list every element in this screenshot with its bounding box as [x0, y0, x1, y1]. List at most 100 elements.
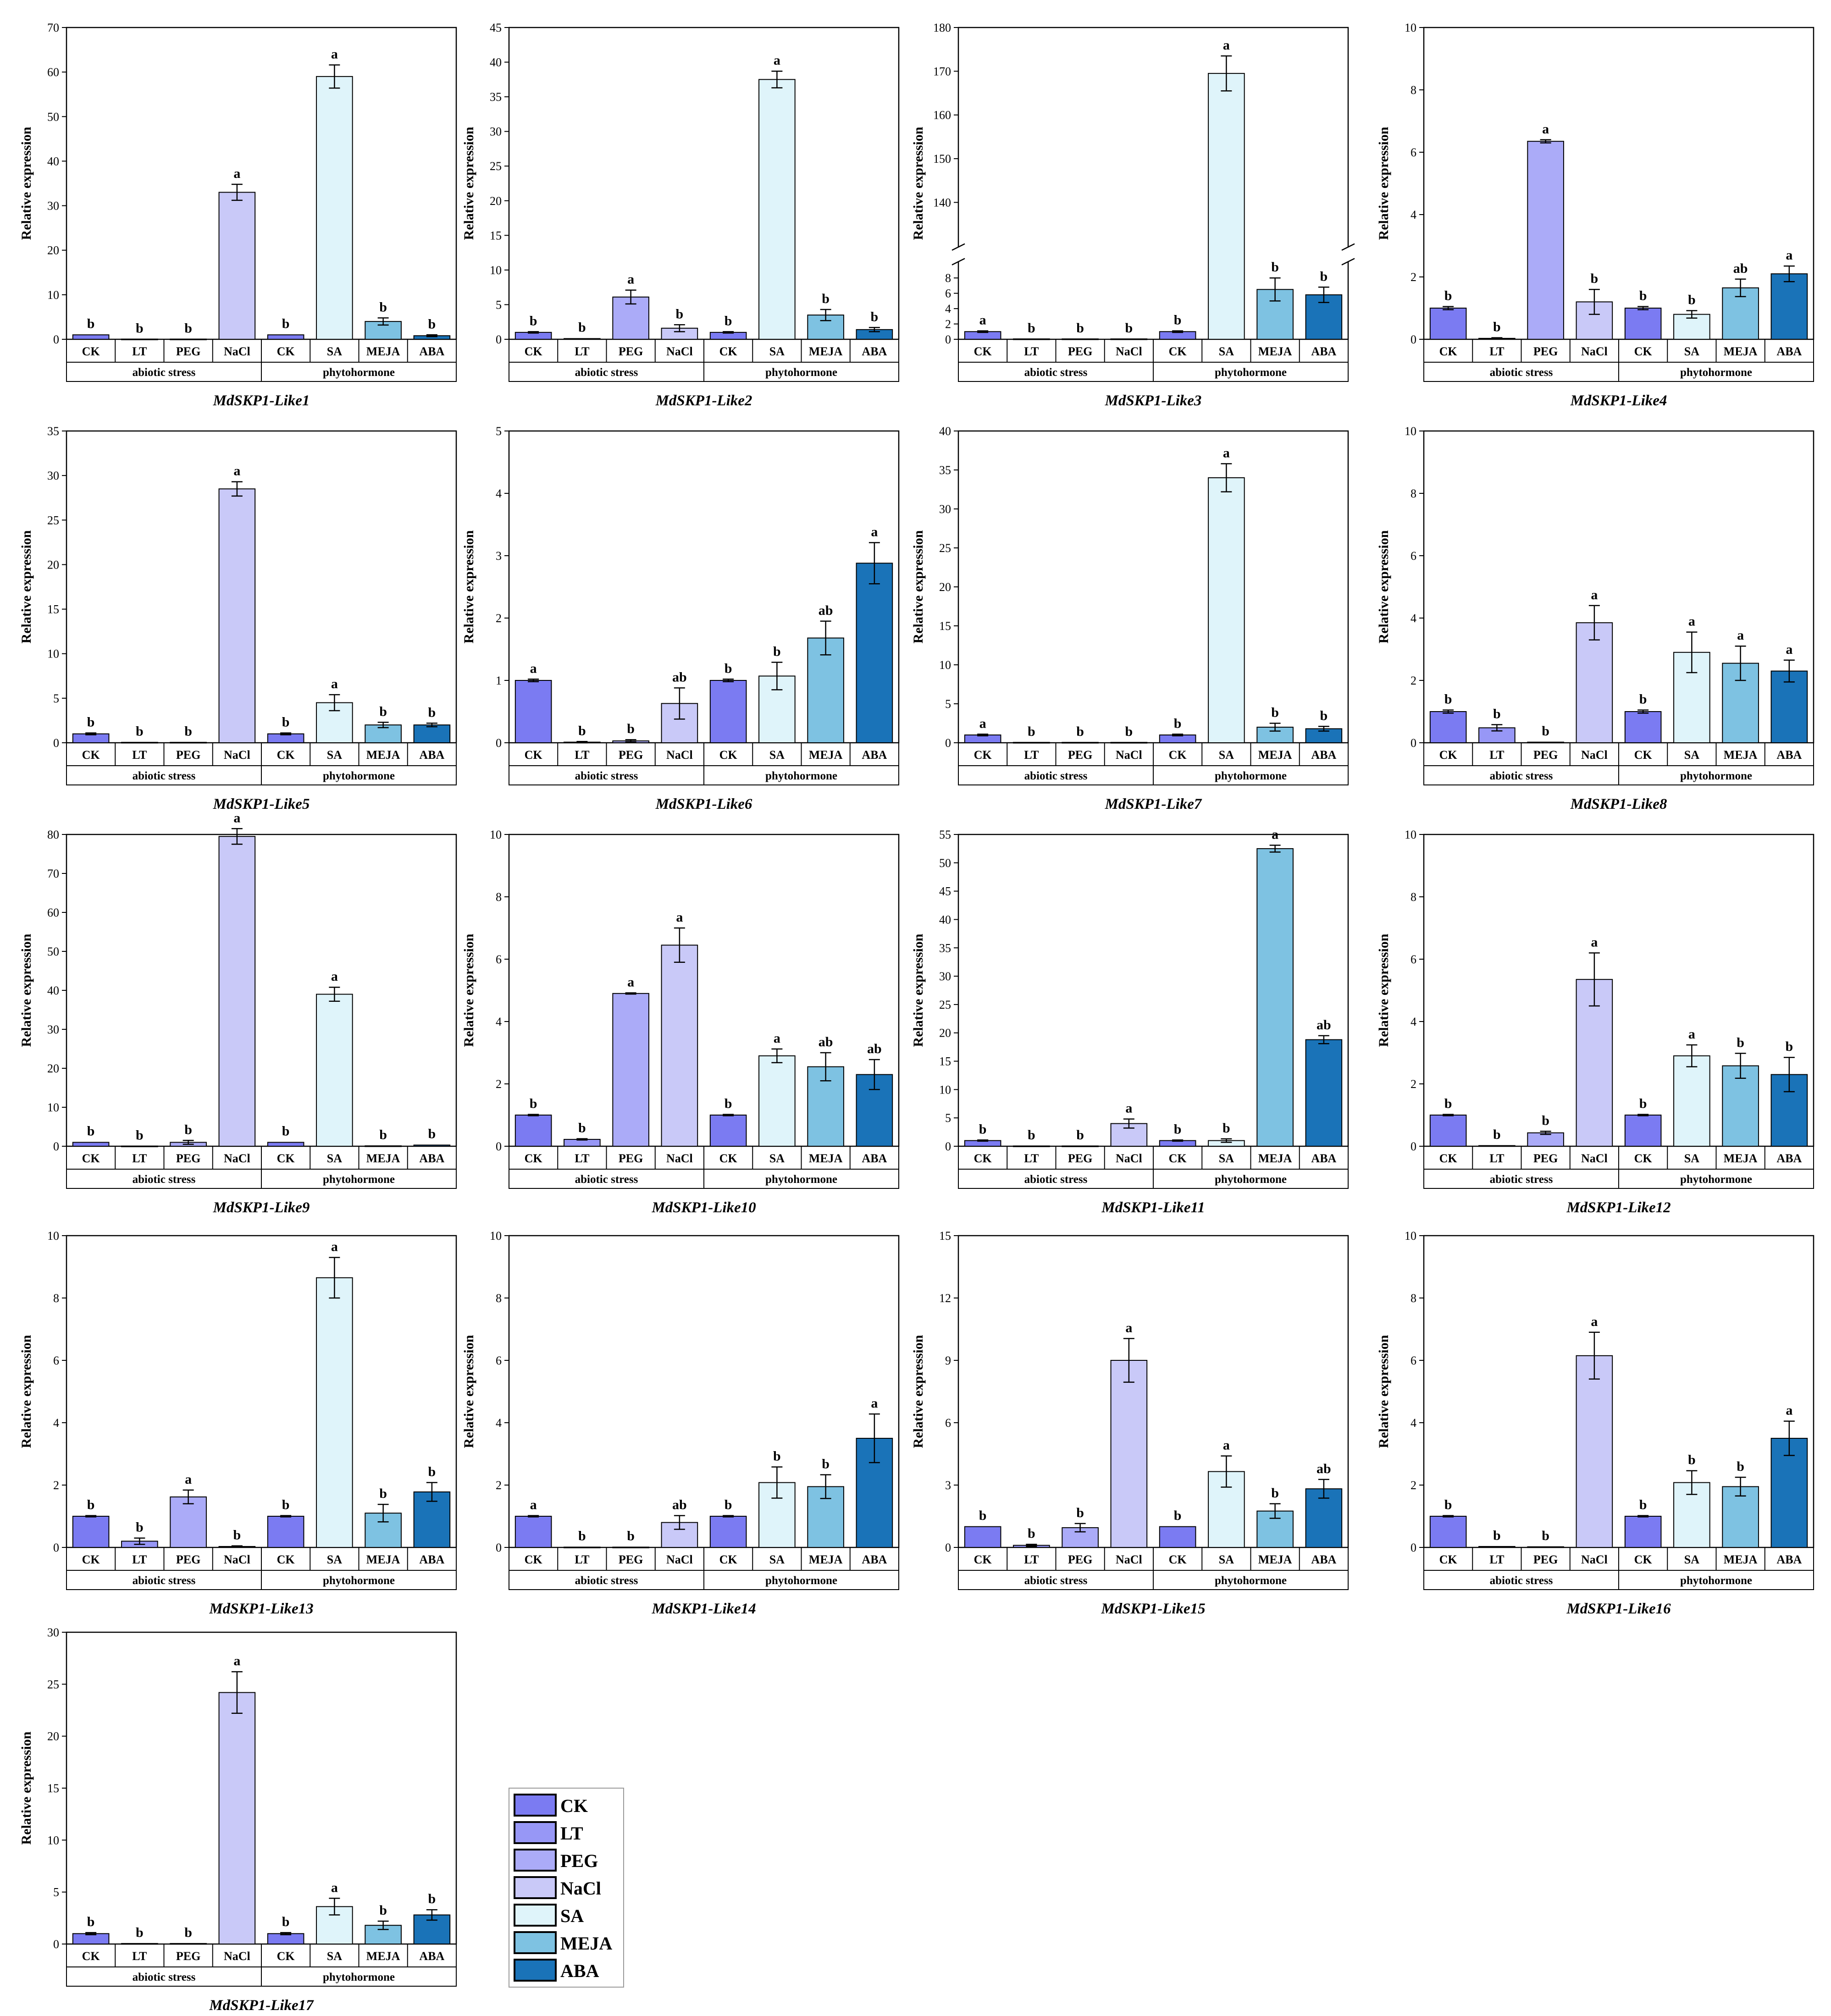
y-tick-label: 10 — [1405, 425, 1416, 438]
group-label: phytohormone — [1680, 1574, 1752, 1587]
y-tick-label: 10 — [939, 1083, 951, 1096]
bar — [1013, 1145, 1050, 1147]
category-label: NaCl — [1116, 1553, 1142, 1566]
y-tick-label: 10 — [1405, 828, 1416, 841]
y-tick-label: 2 — [496, 612, 502, 625]
bar — [170, 742, 207, 744]
significance-letter: b — [1444, 1096, 1452, 1111]
significance-letter: b — [1688, 292, 1696, 307]
category-label: SA — [1684, 1553, 1699, 1566]
significance-letter: ab — [1317, 1017, 1331, 1033]
group-label: phytohormone — [323, 770, 395, 782]
bar — [1527, 1132, 1564, 1147]
chart-title: MdSKP1-Like17 — [209, 1997, 314, 2014]
y-tick-label: 4 — [1411, 208, 1416, 221]
legend-label: LT — [560, 1823, 583, 1844]
category-label: NaCl — [1116, 748, 1142, 762]
group-label: phytohormone — [323, 1173, 395, 1186]
significance-letter: b — [136, 320, 144, 336]
y-axis-label: Relative expression — [911, 530, 926, 643]
bar — [218, 1692, 256, 1944]
group-label: phytohormone — [323, 1971, 395, 1983]
significance-letter: b — [578, 1529, 586, 1544]
bar — [121, 338, 158, 341]
bar — [1576, 622, 1613, 743]
bar — [612, 993, 649, 1147]
significance-letter: a — [1223, 38, 1230, 53]
significance-letter: b — [282, 715, 290, 730]
legend: CK LT PEG NaCl SA MEJA ABA — [509, 1788, 624, 1988]
category-label: PEG — [176, 1152, 200, 1165]
significance-letter: b — [1542, 1528, 1549, 1543]
category-label: CK — [1634, 1152, 1653, 1165]
bar — [1013, 742, 1050, 744]
significance-letter: b — [979, 1121, 987, 1137]
chart-title: MdSKP1-Like1 — [213, 392, 310, 409]
significance-letter: a — [1737, 628, 1744, 643]
bar — [1722, 1065, 1759, 1147]
category-label: CK — [1169, 748, 1187, 762]
y-tick-label: 0 — [53, 1140, 59, 1153]
chart-title: MdSKP1-Like11 — [1101, 1199, 1205, 1216]
chart-panel: 0 2 4 6 8 10 Relative expression b CK b LT a PEG a NaC… — [461, 828, 900, 1216]
y-axis-label: Relative expression — [1376, 933, 1391, 1047]
group-label: abiotic stress — [133, 770, 196, 782]
significance-letter: b — [1542, 724, 1549, 739]
significance-letter: a — [331, 969, 338, 984]
group-label: phytohormone — [1680, 1173, 1752, 1186]
significance-letter: b — [578, 320, 586, 335]
significance-letter: b — [1271, 705, 1279, 720]
bar — [121, 742, 158, 744]
y-tick-label: 50 — [939, 856, 951, 870]
category-label: MEJA — [1724, 1152, 1758, 1165]
chart-title: MdSKP1-Like7 — [1105, 796, 1202, 812]
category-label: LT — [132, 748, 147, 762]
category-label: LT — [132, 1553, 147, 1566]
y-tick-label: 6 — [496, 953, 502, 966]
significance-letter: b — [1174, 1508, 1182, 1523]
bar — [267, 1516, 304, 1548]
category-label: LT — [132, 1152, 147, 1165]
significance-letter: b — [1076, 724, 1084, 739]
y-tick-label: 15 — [47, 1782, 59, 1795]
chart-panel: 0 2 4 6 8 10 Relative expression b CK b LT a PEG b NaC… — [19, 1229, 457, 1617]
y-tick-label: 2 — [496, 1077, 502, 1091]
significance-letter: b — [1444, 1497, 1452, 1513]
y-tick-label: 30 — [47, 1626, 59, 1639]
group-label: abiotic stress — [133, 366, 196, 379]
category-label: CK — [82, 1950, 100, 1963]
significance-letter: a — [1591, 1314, 1598, 1329]
significance-letter: b — [1444, 288, 1452, 304]
significance-letter: a — [627, 272, 634, 287]
significance-letter: ab — [672, 1497, 687, 1513]
y-tick-label: 25 — [939, 541, 951, 555]
y-tick-label: 30 — [47, 469, 59, 482]
y-tick-label: 6 — [1411, 549, 1416, 563]
axis-break-mark — [1341, 258, 1355, 265]
significance-letter: b — [871, 309, 879, 324]
significance-letter: a — [1591, 587, 1598, 602]
significance-letter: b — [428, 1127, 436, 1142]
group-label: phytohormone — [1215, 366, 1287, 379]
bar — [1624, 711, 1662, 743]
category-label: MEJA — [809, 345, 843, 358]
y-tick-label: 4 — [496, 1416, 502, 1430]
y-tick-label: 20 — [47, 558, 59, 571]
category-label: LT — [132, 345, 147, 358]
chart-title: MdSKP1-Like10 — [651, 1199, 756, 1216]
category-label: SA — [327, 748, 342, 762]
bar — [413, 724, 451, 743]
axis-break-mark — [1341, 243, 1355, 251]
category-label: PEG — [1533, 1553, 1558, 1566]
bar — [365, 1145, 402, 1147]
significance-letter: b — [379, 299, 387, 315]
y-tick-label: 10 — [490, 264, 502, 277]
category-label: MEJA — [1258, 1553, 1292, 1566]
significance-letter: b — [233, 1528, 241, 1543]
legend-swatch — [514, 1794, 557, 1817]
category-label: PEG — [619, 1152, 643, 1165]
category-label: PEG — [176, 1950, 200, 1963]
category-label: SA — [769, 1152, 785, 1165]
significance-letter: b — [1028, 320, 1035, 336]
y-tick-label: 40 — [939, 913, 951, 926]
